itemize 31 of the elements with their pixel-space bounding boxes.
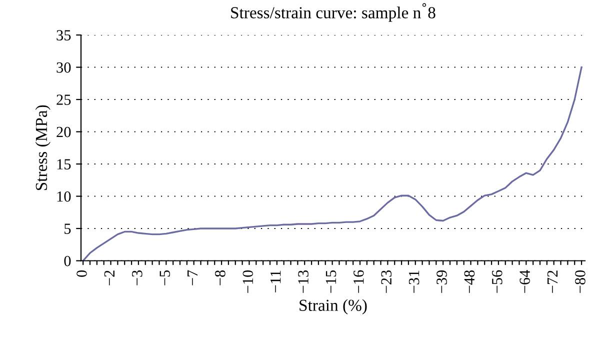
x-tick-label: −16 — [354, 270, 364, 293]
x-tick-label: −15 — [326, 270, 336, 293]
x-tick-label: −8 — [215, 270, 226, 286]
x-tick-label: 0 — [76, 270, 87, 277]
y-tick-label: 20 — [56, 126, 71, 138]
y-tick-label: 15 — [57, 159, 71, 170]
x-tick-label: −7 — [188, 270, 198, 286]
x-tick-label: −80 — [575, 270, 586, 293]
x-tick-label: −39 — [436, 270, 447, 293]
x-tick-label: −23 — [381, 270, 392, 293]
x-tick-label: −56 — [492, 270, 502, 293]
x-tick-label: −11 — [270, 270, 281, 292]
y-axis-title: Stress (MPa) — [35, 105, 50, 190]
x-tick-label: −72 — [547, 270, 558, 293]
y-tick-label: 30 — [56, 62, 71, 73]
x-tick-label: −10 — [242, 270, 254, 293]
y-tick-label: 35 — [56, 30, 71, 40]
x-tick-label: −64 — [520, 270, 530, 293]
x-tick-label: −31 — [408, 270, 420, 293]
x-tick-label: −13 — [298, 270, 308, 293]
line-series — [82, 66, 582, 261]
x-tick-label: −3 — [132, 270, 142, 286]
x-tick-label: −48 — [464, 270, 475, 293]
x-tick-label: −2 — [104, 270, 114, 286]
y-tick-label: 10 — [57, 191, 71, 202]
y-tick-label: 0 — [64, 256, 71, 266]
y-tick-label: 5 — [64, 224, 71, 234]
chart-title: Stress/strain curve: sample n$^{°}$8 — [231, 3, 436, 22]
x-tick-label: −5 — [160, 270, 170, 286]
y-tick-label: 25 — [56, 94, 71, 105]
x-axis-title: Strain (%) — [300, 299, 367, 314]
